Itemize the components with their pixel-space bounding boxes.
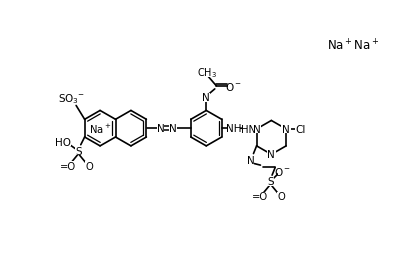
Bar [276,192,285,200]
Text: N: N [267,150,274,160]
Bar [227,82,238,91]
Text: S: S [267,177,273,186]
Bar [56,94,86,104]
Text: =O: =O [59,161,76,171]
Text: =O: =O [251,191,267,201]
Bar [156,124,164,133]
Bar [54,138,71,146]
Bar [266,151,275,159]
Text: Na$^+$Na$^+$: Na$^+$Na$^+$ [326,38,378,53]
Bar [295,125,304,134]
Bar [61,162,74,170]
Text: S: S [75,146,81,156]
Bar [242,125,254,134]
Bar [227,124,240,133]
Bar [90,124,109,133]
Text: N: N [252,124,260,134]
Text: CH$_3$: CH$_3$ [197,66,216,80]
Text: HO: HO [55,137,71,147]
Text: N: N [156,124,164,134]
Bar [251,125,261,134]
Text: Cl: Cl [294,124,305,134]
Text: N: N [169,124,176,134]
Bar [201,68,212,77]
Text: O: O [277,191,285,201]
Bar [202,93,210,103]
Text: NH: NH [226,124,241,134]
Text: O: O [85,161,93,171]
Bar [169,124,176,133]
Bar [84,162,94,170]
Text: Na$^+$: Na$^+$ [89,122,111,135]
Text: N: N [246,155,254,165]
Text: SO$_3$$^{-}$: SO$_3$$^{-}$ [58,92,85,106]
Text: O$^-$: O$^-$ [274,165,291,177]
Bar [75,147,81,155]
Text: N: N [281,124,289,134]
Text: HN: HN [241,124,256,134]
Bar [267,177,273,186]
Bar [253,192,265,200]
Bar [281,125,290,134]
Text: O$^-$: O$^-$ [224,81,241,92]
Bar [246,155,254,165]
Bar [277,167,288,175]
Text: N: N [202,93,210,103]
